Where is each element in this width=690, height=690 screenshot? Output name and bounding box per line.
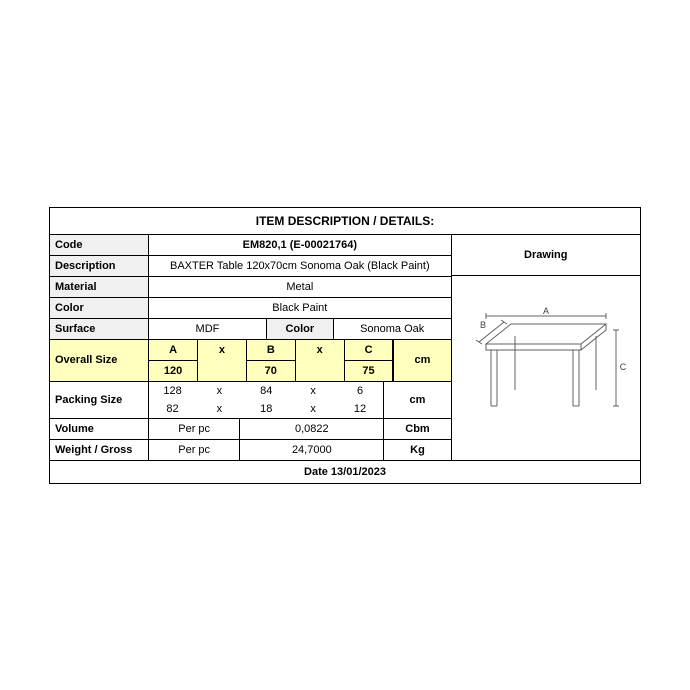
weight-unit: Kg bbox=[384, 440, 450, 460]
row-overall-size: Overall Size A x B x C 120 70 75 bbox=[50, 340, 451, 382]
packing-unit: cm bbox=[383, 382, 450, 418]
row-packing-size: Packing Size 128 x 84 x 6 82 x 18 x 12 bbox=[50, 382, 451, 419]
spec-sheet: ITEM DESCRIPTION / DETAILS: Code EM820,1… bbox=[49, 207, 641, 484]
sheet-title: ITEM DESCRIPTION / DETAILS: bbox=[50, 208, 640, 235]
label-material: Material bbox=[50, 277, 149, 297]
label-weight: Weight / Gross bbox=[50, 440, 149, 460]
date-row: Date 13/01/2023 bbox=[50, 460, 640, 483]
pk-r1-1: x bbox=[196, 382, 243, 400]
label-description: Description bbox=[50, 256, 149, 276]
overall-h-b: B bbox=[247, 340, 296, 361]
label-surface: Surface bbox=[50, 319, 149, 339]
overall-v-a: 120 bbox=[149, 361, 198, 381]
volume-unit: Cbm bbox=[384, 419, 450, 439]
value-surface-color: Sonoma Oak bbox=[334, 319, 451, 339]
overall-x2: x bbox=[296, 340, 345, 361]
pk-r2-3: x bbox=[290, 400, 337, 418]
pk-r1-0: 128 bbox=[149, 382, 196, 400]
label-surface-color: Color bbox=[267, 319, 334, 339]
weight-value: 24,7000 bbox=[240, 440, 384, 460]
label-volume: Volume bbox=[50, 419, 149, 439]
value-surface: MDF bbox=[149, 319, 267, 339]
value-color: Black Paint bbox=[149, 298, 450, 318]
left-column: Code EM820,1 (E-00021764) Description BA… bbox=[50, 235, 452, 460]
pk-r2-0: 82 bbox=[149, 400, 196, 418]
row-color: Color Black Paint bbox=[50, 298, 451, 319]
overall-v-c: 75 bbox=[345, 361, 394, 381]
pk-r2-2: 18 bbox=[243, 400, 290, 418]
row-volume: Volume Per pc 0,0822 Cbm bbox=[50, 419, 451, 440]
value-code: EM820,1 (E-00021764) bbox=[149, 235, 450, 255]
label-packing-size: Packing Size bbox=[50, 382, 149, 418]
value-material: Metal bbox=[149, 277, 450, 297]
pk-r2-1: x bbox=[196, 400, 243, 418]
volume-perpc: Per pc bbox=[149, 419, 240, 439]
pk-r1-4: 6 bbox=[337, 382, 384, 400]
volume-value: 0,0822 bbox=[240, 419, 384, 439]
table-drawing-icon: A B C bbox=[461, 306, 631, 446]
drawing-body: A B C bbox=[452, 276, 640, 460]
overall-x1: x bbox=[198, 340, 247, 361]
overall-h-c: C bbox=[345, 340, 394, 361]
overall-v-b: 70 bbox=[247, 361, 296, 381]
label-overall-size: Overall Size bbox=[50, 340, 149, 381]
row-code: Code EM820,1 (E-00021764) bbox=[50, 235, 451, 256]
overall-h-a: A bbox=[149, 340, 198, 361]
dim-a: A bbox=[543, 306, 549, 316]
row-material: Material Metal bbox=[50, 277, 451, 298]
dim-c: C bbox=[620, 362, 627, 372]
pk-r2-4: 12 bbox=[337, 400, 384, 418]
dim-b: B bbox=[480, 320, 486, 330]
main-grid: Code EM820,1 (E-00021764) Description BA… bbox=[50, 235, 640, 460]
overall-unit: cm bbox=[393, 340, 450, 381]
label-color: Color bbox=[50, 298, 149, 318]
label-code: Code bbox=[50, 235, 149, 255]
row-description: Description BAXTER Table 120x70cm Sonoma… bbox=[50, 256, 451, 277]
weight-perpc: Per pc bbox=[149, 440, 240, 460]
drawing-header: Drawing bbox=[452, 235, 640, 276]
row-weight: Weight / Gross Per pc 24,7000 Kg bbox=[50, 440, 451, 460]
row-surface: Surface MDF Color Sonoma Oak bbox=[50, 319, 451, 340]
pk-r1-2: 84 bbox=[243, 382, 290, 400]
pk-r1-3: x bbox=[290, 382, 337, 400]
right-column: Drawing bbox=[452, 235, 640, 460]
value-description: BAXTER Table 120x70cm Sonoma Oak (Black … bbox=[149, 256, 450, 276]
